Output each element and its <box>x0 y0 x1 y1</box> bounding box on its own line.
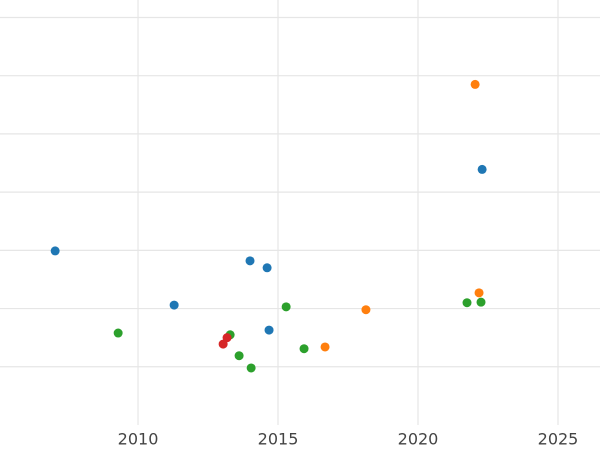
point <box>245 256 255 266</box>
point <box>246 363 256 373</box>
x-tick-label: 2020 <box>398 430 439 449</box>
point <box>50 246 60 256</box>
point <box>320 342 330 352</box>
x-tick-label: 2010 <box>118 430 159 449</box>
point <box>477 164 487 174</box>
x-tick-label: 2015 <box>258 430 299 449</box>
point <box>169 300 179 310</box>
point <box>474 288 484 298</box>
point <box>462 298 472 308</box>
point <box>262 263 272 273</box>
point <box>264 325 274 335</box>
point <box>281 302 291 312</box>
point <box>299 344 309 354</box>
x-tick-label: 2025 <box>538 430 579 449</box>
point <box>361 305 371 315</box>
point <box>470 79 480 89</box>
point <box>476 297 486 307</box>
point <box>222 333 232 343</box>
point <box>113 328 123 338</box>
point <box>234 351 244 361</box>
